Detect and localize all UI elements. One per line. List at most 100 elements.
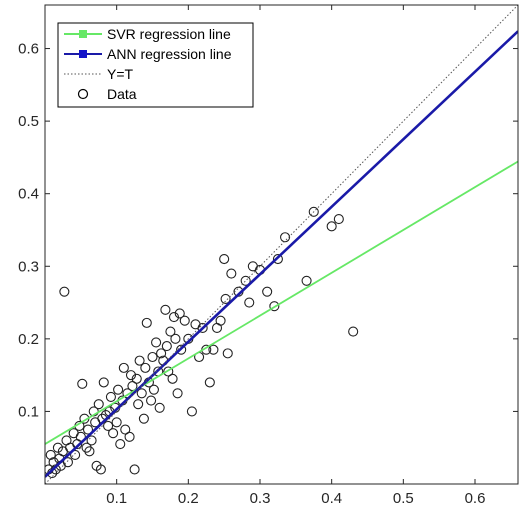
data-point bbox=[140, 362, 151, 373]
data-point bbox=[280, 232, 291, 243]
data-point bbox=[133, 399, 144, 410]
data-point bbox=[103, 420, 114, 431]
legend-item-data: Data bbox=[77, 86, 137, 102]
data-point bbox=[120, 424, 131, 435]
data-point bbox=[326, 221, 337, 232]
data-point bbox=[170, 333, 181, 344]
data-point bbox=[151, 337, 162, 348]
data-point bbox=[146, 395, 157, 406]
data-point bbox=[129, 464, 140, 475]
x-tick-label: 0.2 bbox=[178, 490, 199, 507]
data-point bbox=[226, 268, 237, 279]
data-point bbox=[165, 326, 176, 337]
data-point bbox=[215, 315, 226, 326]
data-point bbox=[172, 388, 183, 399]
y-tick-label: 0.2 bbox=[18, 331, 39, 348]
legend-label-ann: ANN regression line bbox=[107, 46, 232, 62]
data-point bbox=[219, 253, 230, 265]
plot-inner bbox=[45, 5, 518, 484]
legend-label-yt: Y=T bbox=[107, 66, 134, 82]
data-point bbox=[160, 304, 171, 315]
x-tick-label: 0.4 bbox=[321, 490, 342, 507]
data-point bbox=[134, 355, 145, 366]
data-point bbox=[222, 348, 233, 359]
data-point bbox=[147, 351, 158, 363]
y-tick-label: 0.4 bbox=[18, 186, 39, 203]
x-tick-label: 0.1 bbox=[106, 490, 127, 507]
data-point bbox=[148, 384, 159, 395]
legend: SVR regression line ANN regression line … bbox=[57, 22, 254, 108]
data-point bbox=[176, 344, 187, 355]
plot-area bbox=[45, 5, 518, 484]
axes: 0.1 0.2 0.3 0.4 0.5 0.6 0.1 0.2 0.3 0.4 0.5 0.6 bbox=[18, 4, 519, 507]
data-point bbox=[52, 442, 63, 453]
data-point bbox=[204, 377, 215, 388]
data-point bbox=[348, 326, 359, 337]
data-point bbox=[269, 301, 280, 312]
data-point bbox=[179, 315, 190, 326]
data-point bbox=[125, 370, 137, 381]
data-point bbox=[161, 341, 172, 352]
data-point bbox=[308, 206, 319, 217]
data-point bbox=[262, 286, 273, 297]
data-point bbox=[136, 388, 147, 399]
data-point bbox=[82, 424, 94, 435]
x-tick-label: 0.6 bbox=[465, 490, 486, 507]
data-point bbox=[95, 464, 106, 475]
data-point bbox=[167, 373, 178, 384]
x-tick-label: 0.3 bbox=[250, 490, 271, 507]
data-point bbox=[174, 308, 185, 319]
data-point bbox=[301, 275, 312, 286]
data-point bbox=[113, 384, 124, 395]
axes-box bbox=[44, 4, 519, 485]
data-point bbox=[208, 344, 219, 355]
data-point bbox=[186, 406, 197, 417]
y-tick-label: 0.6 bbox=[18, 41, 39, 58]
ann-regression-line bbox=[45, 30, 518, 478]
data-point bbox=[84, 446, 95, 457]
data-point bbox=[77, 378, 88, 389]
data-point bbox=[98, 377, 109, 388]
data-point bbox=[124, 431, 135, 442]
data-point bbox=[131, 373, 142, 384]
data-point bbox=[156, 348, 167, 359]
svr-regression-line bbox=[45, 160, 518, 445]
data-point bbox=[163, 366, 174, 377]
data-point bbox=[59, 286, 70, 297]
data-point bbox=[118, 362, 129, 373]
legend-label-svr: SVR regression line bbox=[107, 26, 231, 42]
data-point bbox=[93, 399, 104, 410]
legend-item-ann: ANN regression line bbox=[64, 46, 232, 62]
legend-item-yt: Y=T bbox=[64, 66, 134, 82]
data-point bbox=[244, 297, 255, 308]
data-point bbox=[168, 312, 180, 323]
y-tick-label: 0.1 bbox=[18, 403, 39, 420]
data-point bbox=[81, 442, 92, 453]
data-point bbox=[154, 402, 165, 413]
legend-item-svr: SVR regression line bbox=[64, 26, 231, 42]
data-point bbox=[86, 435, 97, 446]
data-point bbox=[240, 275, 251, 286]
data-point bbox=[108, 428, 119, 439]
data-point bbox=[105, 391, 116, 402]
data-point bbox=[115, 439, 126, 450]
data-point bbox=[138, 413, 149, 424]
data-point bbox=[111, 417, 122, 428]
data-point bbox=[141, 317, 152, 328]
y-tick-label: 0.3 bbox=[18, 258, 39, 275]
data-point bbox=[62, 457, 73, 468]
identity-line bbox=[45, 5, 518, 484]
legend-box bbox=[57, 22, 254, 108]
data-point bbox=[272, 253, 283, 265]
data-point bbox=[197, 322, 208, 334]
x-tick-label: 0.5 bbox=[393, 490, 414, 507]
y-tick-label: 0.5 bbox=[18, 113, 39, 130]
data-point bbox=[127, 380, 138, 392]
data-point bbox=[333, 214, 344, 225]
data-point bbox=[70, 449, 81, 461]
legend-label-data: Data bbox=[107, 86, 137, 102]
data-point bbox=[45, 449, 56, 461]
data-point bbox=[220, 293, 231, 304]
